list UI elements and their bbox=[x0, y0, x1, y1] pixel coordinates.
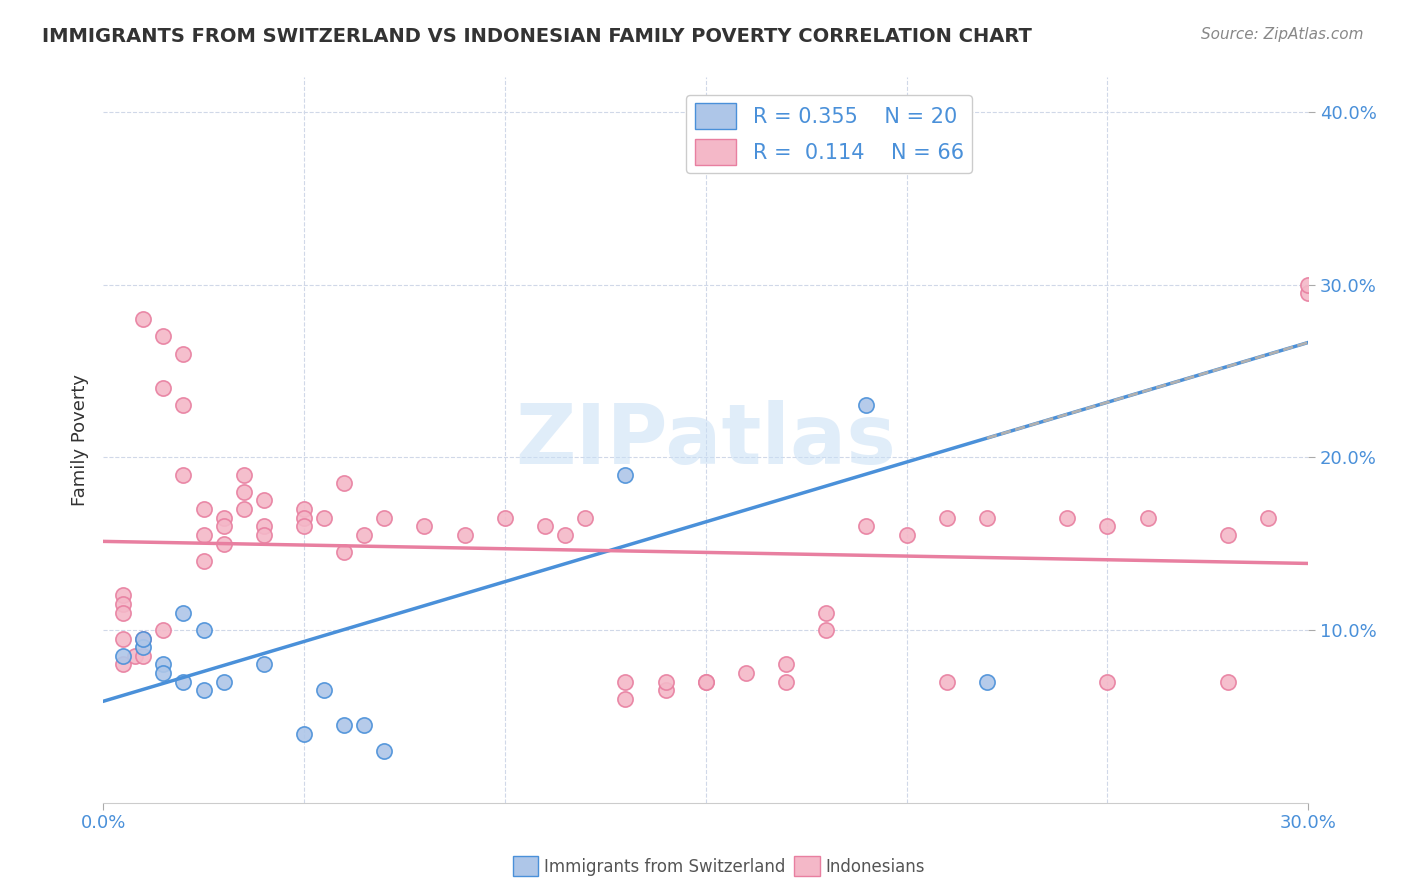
Point bbox=[554, 528, 576, 542]
Point bbox=[132, 640, 155, 655]
Point bbox=[152, 381, 174, 395]
Point bbox=[212, 674, 235, 689]
Point bbox=[212, 519, 235, 533]
Point bbox=[654, 683, 676, 698]
Point bbox=[453, 528, 475, 542]
Point bbox=[333, 545, 356, 559]
Point bbox=[574, 510, 596, 524]
Text: Immigrants from Switzerland: Immigrants from Switzerland bbox=[544, 858, 786, 876]
Point bbox=[1216, 674, 1239, 689]
Point bbox=[935, 510, 957, 524]
Text: ZIPatlas: ZIPatlas bbox=[515, 400, 896, 481]
Point bbox=[193, 502, 215, 516]
Point bbox=[312, 683, 335, 698]
Point bbox=[413, 519, 436, 533]
Point bbox=[112, 606, 135, 620]
Point bbox=[734, 666, 756, 681]
Point bbox=[292, 726, 315, 740]
Point bbox=[193, 623, 215, 637]
Point bbox=[253, 519, 276, 533]
Point bbox=[976, 510, 998, 524]
Point bbox=[976, 674, 998, 689]
Point bbox=[695, 674, 717, 689]
Point bbox=[855, 519, 877, 533]
Point bbox=[112, 588, 135, 602]
Point bbox=[193, 554, 215, 568]
Point bbox=[1296, 277, 1319, 292]
Point bbox=[253, 657, 276, 672]
Point bbox=[614, 674, 637, 689]
Point bbox=[132, 648, 155, 663]
Point bbox=[212, 510, 235, 524]
Point bbox=[734, 139, 756, 153]
Point bbox=[112, 648, 135, 663]
Point bbox=[152, 666, 174, 681]
Point bbox=[172, 399, 194, 413]
Point bbox=[333, 476, 356, 491]
Point bbox=[614, 467, 637, 482]
Point bbox=[152, 657, 174, 672]
Point bbox=[232, 484, 254, 499]
Point bbox=[172, 467, 194, 482]
Point bbox=[253, 528, 276, 542]
Point bbox=[494, 510, 516, 524]
Point bbox=[152, 623, 174, 637]
Point bbox=[232, 502, 254, 516]
Point bbox=[775, 657, 797, 672]
Point bbox=[232, 467, 254, 482]
Point bbox=[1257, 510, 1279, 524]
Legend: R = 0.355    N = 20, R =  0.114    N = 66: R = 0.355 N = 20, R = 0.114 N = 66 bbox=[686, 95, 973, 173]
Point bbox=[1216, 528, 1239, 542]
Point bbox=[124, 648, 146, 663]
Point bbox=[193, 683, 215, 698]
Point bbox=[292, 502, 315, 516]
Point bbox=[172, 606, 194, 620]
Point bbox=[112, 657, 135, 672]
Point bbox=[815, 606, 838, 620]
Point bbox=[132, 632, 155, 646]
Point bbox=[152, 329, 174, 343]
Point bbox=[132, 312, 155, 326]
Text: IMMIGRANTS FROM SWITZERLAND VS INDONESIAN FAMILY POVERTY CORRELATION CHART: IMMIGRANTS FROM SWITZERLAND VS INDONESIA… bbox=[42, 27, 1032, 45]
Point bbox=[1097, 674, 1119, 689]
Point bbox=[172, 347, 194, 361]
Point bbox=[112, 597, 135, 611]
Point bbox=[1097, 519, 1119, 533]
Point bbox=[312, 510, 335, 524]
Point bbox=[1136, 510, 1159, 524]
Y-axis label: Family Poverty: Family Poverty bbox=[72, 374, 89, 506]
Point bbox=[1056, 510, 1078, 524]
Point bbox=[654, 674, 676, 689]
Point bbox=[855, 399, 877, 413]
Point bbox=[695, 674, 717, 689]
Point bbox=[815, 623, 838, 637]
Point bbox=[353, 718, 375, 732]
Point bbox=[212, 536, 235, 550]
Text: Source: ZipAtlas.com: Source: ZipAtlas.com bbox=[1201, 27, 1364, 42]
Point bbox=[353, 528, 375, 542]
Point bbox=[775, 674, 797, 689]
Point bbox=[373, 510, 395, 524]
Point bbox=[292, 519, 315, 533]
Point bbox=[132, 632, 155, 646]
Point bbox=[1296, 286, 1319, 301]
Point bbox=[193, 528, 215, 542]
Point bbox=[253, 493, 276, 508]
Point bbox=[935, 674, 957, 689]
Point bbox=[292, 510, 315, 524]
Point bbox=[112, 632, 135, 646]
Point bbox=[614, 692, 637, 706]
Point bbox=[896, 528, 918, 542]
Point bbox=[373, 744, 395, 758]
Text: Indonesians: Indonesians bbox=[825, 858, 925, 876]
Point bbox=[534, 519, 557, 533]
Point bbox=[172, 674, 194, 689]
Point bbox=[333, 718, 356, 732]
